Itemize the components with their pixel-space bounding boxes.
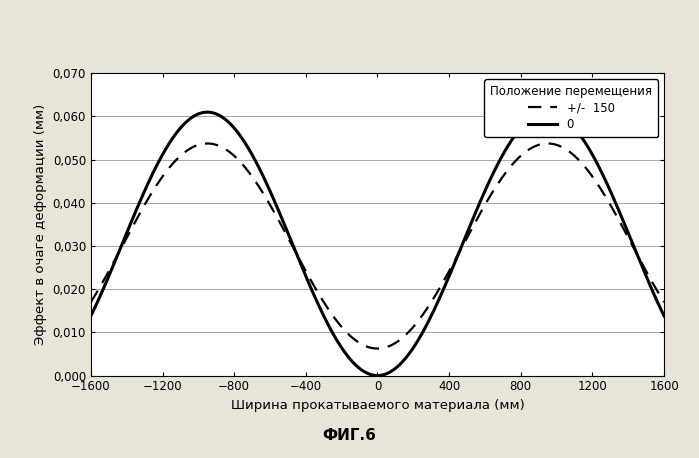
Text: ФИГ.6: ФИГ.6	[322, 428, 377, 442]
Line: 0: 0	[91, 112, 664, 376]
+/-  150	[642, 269, 651, 275]
+/-  150	[332, 318, 340, 323]
+/-  150	[87, 300, 95, 305]
0	[87, 313, 95, 319]
+/-  150	[203, 141, 212, 146]
+/-  150	[359, 342, 368, 348]
+/-  150	[614, 216, 622, 222]
0	[203, 109, 212, 115]
+/-  150	[503, 168, 512, 173]
+/-  150	[660, 300, 668, 305]
0	[373, 373, 382, 378]
0	[359, 368, 368, 374]
0	[660, 313, 668, 319]
0	[642, 275, 651, 280]
Line: +/-  150: +/- 150	[91, 143, 664, 349]
0	[614, 206, 622, 212]
X-axis label: Ширина прокатываемого материала (мм): Ширина прокатываемого материала (мм)	[231, 399, 524, 412]
Y-axis label: Эффект в очаге деформации (мм): Эффект в очаге деформации (мм)	[34, 104, 47, 345]
Legend: +/-  150, 0: +/- 150, 0	[484, 79, 658, 137]
0	[328, 329, 336, 334]
+/-  150	[328, 311, 336, 317]
0	[503, 144, 512, 149]
0	[332, 337, 340, 342]
+/-  150	[373, 346, 382, 351]
